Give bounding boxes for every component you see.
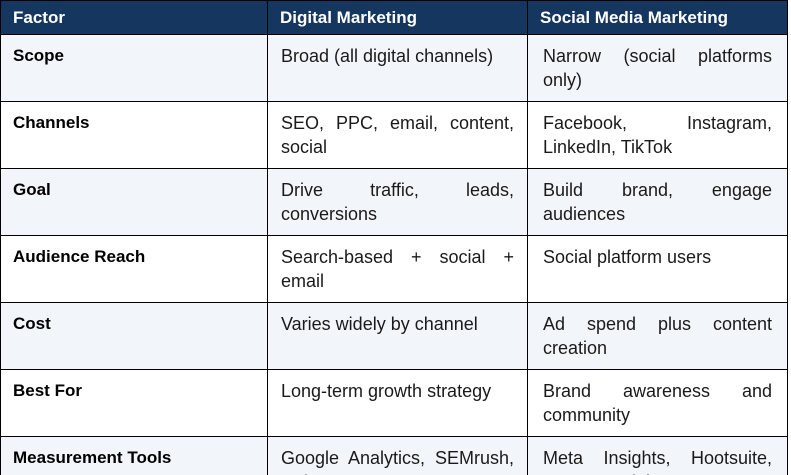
row-factor-label: Best For [0,369,268,437]
table-body: Scope Broad (all digital channels) Narrow … [0,34,788,475]
row-digital-value: Google Analytics, SEMrush, HubSpot [267,436,528,475]
table-header: Factor Digital Marketing Social Media Ma… [0,0,788,35]
row-factor-label: Cost [0,302,268,370]
row-factor-label: Scope [0,34,268,102]
row-digital-value: Search-based + social + email [267,235,528,303]
table-row: Goal Drive traffic, leads, conversions Bui… [0,168,788,236]
table-row: Cost Varies widely by channel Ad spend plu… [0,302,788,370]
row-digital-value: Long-term growth strategy [267,369,528,437]
row-social-value: Meta Insights, Hootsuite, Sprout Social [527,436,788,475]
table-row: Best For Long-term growth strategy Brand a… [0,369,788,437]
table-row: Measurement Tools Google Analytics, SEMru… [0,436,788,475]
header-digital-marketing: Digital Marketing [267,0,528,35]
row-social-value: Build brand, engage audiences [527,168,788,236]
header-social-media-marketing: Social Media Marketing [527,0,788,35]
row-factor-label: Measurement Tools [0,436,268,475]
row-digital-value: Varies widely by channel [267,302,528,370]
row-social-value: Brand awareness and community [527,369,788,437]
table-row: Audience Reach Search-based + social + em… [0,235,788,303]
table-row: Scope Broad (all digital channels) Narrow … [0,34,788,102]
row-social-value: Facebook, Instagram, LinkedIn, TikTok [527,101,788,169]
row-digital-value: SEO, PPC, email, content, social [267,101,528,169]
header-factor: Factor [0,0,268,35]
header-row: Factor Digital Marketing Social Media Ma… [0,0,788,35]
row-factor-label: Audience Reach [0,235,268,303]
row-factor-label: Channels [0,101,268,169]
row-digital-value: Broad (all digital channels) [267,34,528,102]
row-factor-label: Goal [0,168,268,236]
row-digital-value: Drive traffic, leads, conversions [267,168,528,236]
row-social-value: Social platform users [527,235,788,303]
row-social-value: Ad spend plus content creation [527,302,788,370]
row-social-value: Narrow (social platforms only) [527,34,788,102]
table-row: Channels SEO, PPC, email, content, social… [0,101,788,169]
